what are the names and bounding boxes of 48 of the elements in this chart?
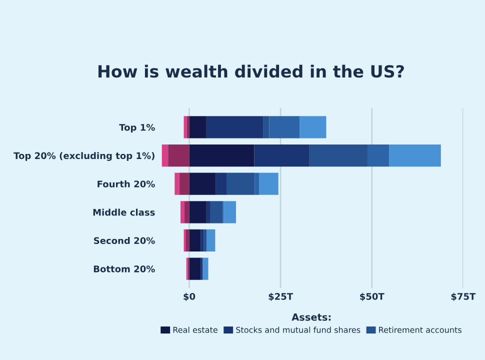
bar (189, 144, 254, 167)
legend-title: Assets: (292, 314, 331, 321)
bar (189, 172, 216, 195)
legend-label: Real estate (173, 326, 218, 333)
bar (254, 144, 310, 167)
bar (367, 144, 390, 167)
bar (189, 229, 201, 252)
y-tick-label: Bottom 20% (94, 266, 155, 272)
bar (200, 229, 204, 252)
bar (189, 116, 206, 138)
bar (189, 201, 206, 224)
legend-label: Retirement accounts (379, 326, 462, 333)
bar (254, 172, 260, 195)
bar (269, 116, 300, 138)
bar (189, 258, 201, 280)
chart-title: How is wealth divided in the US? (98, 64, 404, 78)
bar (210, 201, 223, 224)
x-tick-label: $25T (268, 292, 294, 302)
bar (180, 201, 185, 224)
bar (186, 116, 190, 138)
bar (168, 144, 190, 167)
bar (206, 229, 216, 252)
bar (174, 172, 180, 195)
bar (162, 144, 168, 167)
bar (389, 144, 441, 167)
x-tick-label: $0 (184, 292, 196, 302)
bar (263, 116, 270, 138)
bar (300, 116, 326, 138)
bar (206, 116, 264, 138)
bar (206, 201, 210, 224)
legend-label: Stocks and mutual fund shares (236, 326, 360, 333)
bar (309, 144, 368, 167)
bar (224, 201, 236, 224)
y-tick-label: Fourth 20% (98, 180, 155, 188)
bar (204, 229, 207, 252)
bar (216, 172, 227, 195)
x-tick-label: $50T (360, 292, 384, 302)
y-tick-label: Second 20% (94, 237, 155, 244)
y-tick-label: Middle class (93, 208, 155, 216)
bar (226, 172, 255, 195)
bar (179, 172, 190, 195)
bar (202, 258, 208, 280)
bar (259, 172, 278, 195)
bar (186, 229, 190, 252)
y-tick-label: Top 20% (excluding top 1%) (14, 152, 154, 161)
bar (184, 201, 190, 224)
y-tick-label: Top 1% (119, 124, 155, 133)
x-tick-label: $75T (451, 292, 476, 302)
